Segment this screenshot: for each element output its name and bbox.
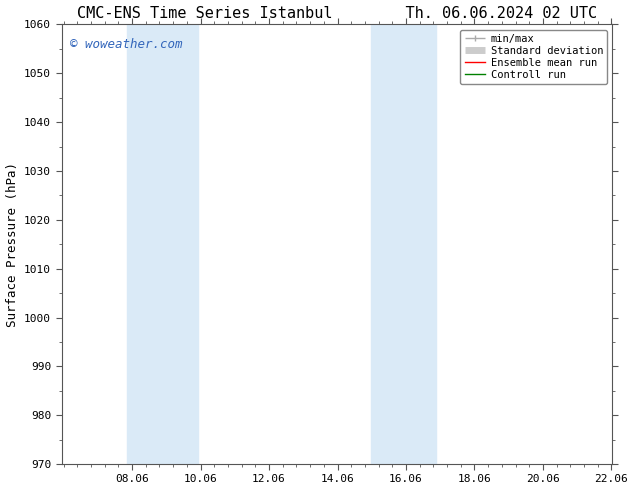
Text: © woweather.com: © woweather.com [70,38,183,50]
Bar [127,24,198,464]
Y-axis label: Surface Pressure (hPa): Surface Pressure (hPa) [6,162,18,327]
Legend: min/max, Standard deviation, Ensemble mean run, Controll run: min/max, Standard deviation, Ensemble me… [460,30,607,84]
Bar [372,24,436,464]
Title: CMC-ENS Time Series Istanbul        Th. 06.06.2024 02 UTC: CMC-ENS Time Series Istanbul Th. 06.06.2… [77,5,597,21]
